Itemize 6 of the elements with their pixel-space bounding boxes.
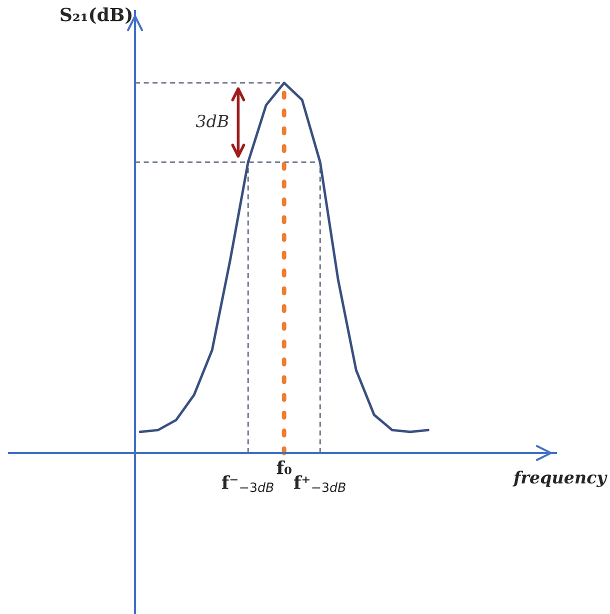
x-axis-title: frequency — [512, 470, 608, 488]
x-tick-label: f⁺$_{−3dB}$ — [294, 475, 346, 492]
annotation: 3dB — [196, 114, 228, 128]
x-tick-label: f⁻$_{−3dB}$ — [222, 475, 274, 492]
y-axis-title: S₂₁(dB) — [60, 7, 132, 24]
x-tick-label: f₀ — [276, 460, 292, 474]
